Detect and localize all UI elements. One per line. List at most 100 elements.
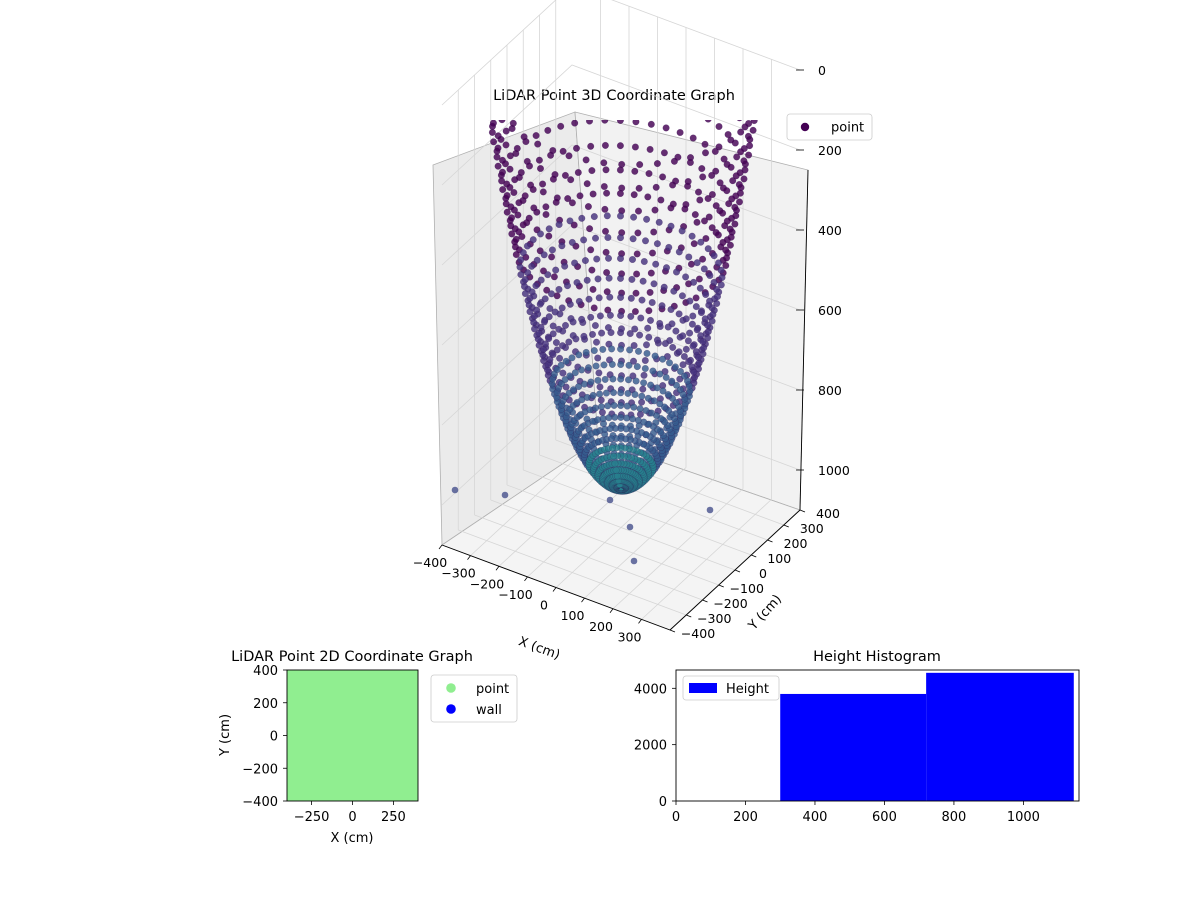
bowl-point — [617, 329, 625, 337]
bowl-point — [526, 80, 533, 87]
bowl-point — [646, 145, 654, 153]
bowl-point — [700, 344, 708, 352]
bowl-point — [634, 207, 643, 215]
bowl-point — [523, 53, 530, 60]
bowl-point — [633, 250, 641, 258]
x-tick-3d — [467, 555, 471, 560]
stray-point — [501, 491, 509, 499]
bowl-point — [523, 242, 531, 250]
bowl-point — [519, 249, 527, 257]
bowl-point — [542, 210, 550, 219]
bowl-point — [704, 328, 712, 336]
bowl-point — [498, 120, 506, 124]
bowl-point — [737, 128, 745, 136]
bowl-point — [552, 266, 560, 274]
bowl-point — [558, 242, 566, 250]
bowl-point — [751, 71, 758, 78]
bowl-points — [480, 39, 761, 495]
bowl-point — [571, 369, 579, 377]
bowl-point — [675, 310, 683, 318]
bowl-point — [587, 246, 595, 254]
bowl-point — [647, 269, 655, 277]
bowl-point — [526, 308, 534, 316]
bowl-point — [689, 134, 697, 142]
floor-gridline-x-4 — [584, 477, 715, 599]
bowl-point — [717, 266, 725, 274]
bowl-point — [699, 173, 707, 181]
bowl-point — [685, 358, 693, 366]
bowl-point — [717, 281, 725, 289]
bowl-point — [631, 167, 639, 175]
bowl-point — [718, 274, 726, 282]
bowl-point — [693, 259, 701, 267]
bowl-point — [711, 147, 719, 155]
bowl-point — [617, 360, 625, 369]
bowl-point — [568, 199, 576, 207]
bowl-point — [568, 354, 576, 362]
bowl-point — [510, 188, 518, 197]
bowl-point — [669, 200, 677, 208]
bowl-point — [704, 195, 712, 203]
bowl-point — [735, 180, 743, 189]
x-tick-label-3d: −400 — [413, 555, 447, 570]
bowl-point — [684, 182, 692, 190]
bowl-point — [544, 126, 552, 134]
z-gridline-0 — [441, 0, 801, 106]
bowl-point — [549, 175, 557, 183]
bowl-point — [564, 195, 572, 203]
y-tick-3d — [686, 614, 692, 618]
bowl-point — [537, 323, 545, 331]
bowl-point — [704, 245, 712, 253]
bowl-point — [607, 329, 615, 337]
bowl-point — [740, 157, 748, 165]
bowl-point — [675, 348, 683, 356]
bowl-point — [616, 142, 624, 150]
bowl-point — [649, 367, 657, 375]
bowl-point — [596, 390, 604, 398]
bowl-point — [595, 294, 603, 302]
bowl-point — [569, 386, 577, 394]
legend-2d-wall-marker — [446, 704, 456, 714]
bowl-point — [629, 415, 637, 423]
bowl-point — [655, 218, 663, 226]
bowl-point — [712, 202, 720, 210]
z-gridline-5 — [441, 384, 801, 506]
bowl-point — [516, 263, 524, 271]
bowl-point — [480, 77, 487, 84]
bowl-point — [754, 81, 761, 88]
bowl-point — [688, 232, 696, 240]
bowl-point — [587, 142, 595, 150]
bowl-point — [733, 79, 740, 86]
bowl-point — [732, 172, 740, 180]
bowl-point — [525, 162, 534, 170]
bowl-point — [506, 183, 514, 191]
bowl-point — [636, 331, 644, 339]
bowl-point — [617, 311, 625, 320]
bowl-point — [672, 268, 681, 276]
x-tick-label-2d: −250 — [294, 810, 330, 825]
bowl-point — [665, 243, 673, 251]
bowl-point — [630, 191, 638, 199]
bowl-point — [640, 379, 648, 387]
bowl-point — [584, 364, 593, 372]
bowl-point — [493, 153, 501, 161]
bowl-point — [692, 294, 700, 302]
bowl-point — [534, 335, 542, 343]
scatter-2d-fill — [287, 670, 418, 801]
bowl-point — [574, 168, 582, 177]
bowl-point — [566, 39, 573, 46]
floor-gridline-y-5 — [539, 454, 768, 541]
bowl-point — [697, 309, 705, 317]
bowl-point — [544, 271, 552, 279]
bowl-point — [668, 394, 677, 402]
bowl-point — [666, 72, 673, 79]
bowl-point — [715, 122, 723, 131]
bowl-point — [584, 203, 592, 211]
bowl-point — [631, 325, 639, 333]
bowl-point — [578, 315, 586, 323]
z-tick-label-3d: 800 — [818, 383, 842, 398]
bowl-point — [530, 107, 537, 114]
bowl-point — [639, 385, 647, 393]
bowl-point — [616, 234, 625, 242]
